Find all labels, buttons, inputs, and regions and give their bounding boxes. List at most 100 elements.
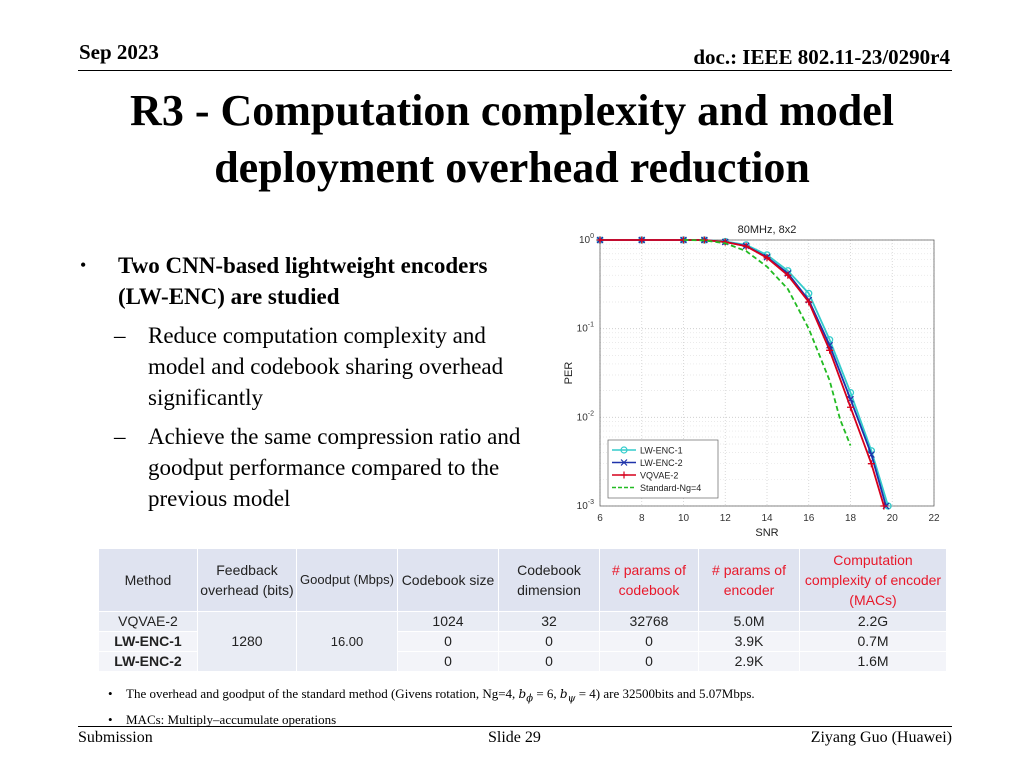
cell-codebook-size: 1024 xyxy=(397,611,499,632)
bullet-marker: • xyxy=(80,255,87,275)
per-chart: 6 8 10 12 14 16 18 20 22 10-3 10-2 10-1 100 80MHz, 8x… xyxy=(563,224,940,538)
x-axis-label: SNR xyxy=(755,527,778,538)
series-point xyxy=(721,238,729,246)
cell-macs: 0.7M xyxy=(799,631,947,652)
cell-codebook-size: 0 xyxy=(397,651,499,672)
comparison-table: Method Feedback overhead (bits) Goodput … xyxy=(98,548,947,672)
legend-label: Standard-Ng=4 xyxy=(640,483,701,493)
cell-codebook-size: 0 xyxy=(397,631,499,652)
cell-method: VQVAE-2 xyxy=(98,611,198,632)
header-divider xyxy=(78,70,952,71)
col-codebook-size: Codebook size xyxy=(397,548,499,612)
table-row: VQVAE-2 1280 16.00 1024 32 32768 5.0M 2.… xyxy=(98,611,947,672)
col-goodput: Goodput (Mbps) xyxy=(296,548,398,612)
legend-label: LW-ENC-1 xyxy=(640,446,683,456)
col-params-encoder: # params of encoder xyxy=(698,548,800,612)
series-point xyxy=(805,289,813,298)
bullet-sub-2-text: Achieve the same compression ratio and g… xyxy=(148,424,521,511)
footer-divider xyxy=(78,726,952,727)
cell-params-codebook: 0 xyxy=(599,651,699,672)
cell-method: LW-ENC-2 xyxy=(98,651,198,672)
x-tick-label: 8 xyxy=(639,513,645,524)
slide-title-line1: R3 - Computation complexity and model xyxy=(130,86,894,135)
cell-codebook-dimension: 32 xyxy=(498,611,600,632)
bullet-main: • Two CNN-based lightweight encoders (LW… xyxy=(72,250,542,312)
cell-params-encoder: 3.9K xyxy=(698,631,800,652)
series-point xyxy=(847,403,854,411)
bullet-sub-2: – Achieve the same compression ratio and… xyxy=(72,421,542,514)
footnote-1-end: = 4) xyxy=(575,686,601,701)
series-point xyxy=(763,254,771,262)
math-b-psi: bψ xyxy=(559,687,576,705)
x-tick-label: 16 xyxy=(803,513,815,524)
y-tick-label: 10-2 xyxy=(577,410,594,423)
table-header-row: Method Feedback overhead (bits) Goodput … xyxy=(98,548,947,612)
footnote-1-mid: = 6, xyxy=(533,686,560,701)
cell-params-codebook: 32768 xyxy=(599,611,699,632)
series-point xyxy=(742,242,750,250)
cell-macs: 1.6M xyxy=(799,651,947,672)
dash-marker: – xyxy=(114,323,126,348)
plot-border xyxy=(599,239,935,507)
series-line-3 xyxy=(683,239,852,446)
series-point xyxy=(826,346,834,354)
slide-title-line2: deployment overhead reduction xyxy=(214,143,810,192)
cell-feedback-overhead: 1280 xyxy=(197,611,297,672)
slide-title: R3 - Computation complexity and model de… xyxy=(60,82,964,196)
bullet-list: • Two CNN-based lightweight encoders (LW… xyxy=(72,250,542,514)
cell-codebook-dimension: 0 xyxy=(498,651,600,672)
chart-legend xyxy=(607,439,719,499)
bullet-main-text: Two CNN-based lightweight encoders (LW-E… xyxy=(118,253,488,309)
col-params-codebook: # params of codebook xyxy=(599,548,699,612)
dash-marker: – xyxy=(114,424,126,449)
col-feedback-overhead: Feedback overhead (bits) xyxy=(197,548,297,612)
col-computation-complexity: Computation complexity of encoder (MACs) xyxy=(799,548,947,612)
x-tick-label: 20 xyxy=(887,513,899,524)
table-row: LW-ENC-2 0 0 0 2.9K 1.6M xyxy=(98,651,947,672)
series-point xyxy=(596,236,604,244)
footnote-2-text: MACs: Multiply–accumulate operations xyxy=(126,712,337,728)
chart-title: 80MHz, 8x2 xyxy=(738,224,797,236)
bullet-marker: • xyxy=(108,686,113,701)
cell-params-encoder: 2.9K xyxy=(698,651,800,672)
col-method: Method xyxy=(98,548,198,612)
series-point xyxy=(805,298,813,306)
y-tick-label: 10-1 xyxy=(577,322,594,335)
header-doc-number: doc.: IEEE 802.11-23/0290r4 xyxy=(693,45,950,69)
y-tick-label: 10-3 xyxy=(577,499,594,512)
legend-marker xyxy=(620,446,628,454)
table-row: LW-ENC-1 0 0 0 3.9K 0.7M xyxy=(98,631,947,652)
cell-params-encoder: 5.0M xyxy=(698,611,800,632)
y-tick-label: 100 xyxy=(579,233,594,246)
cell-macs: 2.2G xyxy=(799,611,947,632)
cell-method: LW-ENC-1 xyxy=(98,631,198,652)
x-tick-label: 22 xyxy=(928,513,940,524)
x-tick-label: 14 xyxy=(761,513,773,524)
footer-submission: Submission xyxy=(78,729,153,746)
footer-author: Ziyang Guo (Huawei) xyxy=(810,729,952,746)
footnotes: • The overhead and goodput of the standa… xyxy=(108,683,755,730)
legend-label: VQVAE-2 xyxy=(640,471,678,481)
col-codebook-dimension: Codebook dimension xyxy=(498,548,600,612)
footnote-2: • MACs: Multiply–accumulate operations xyxy=(108,709,755,730)
footnote-1-prefix: The overhead and goodput of the standard… xyxy=(126,686,519,701)
series-point xyxy=(638,236,646,244)
x-tick-label: 10 xyxy=(678,513,690,524)
series-point xyxy=(880,502,888,510)
x-tick-label: 12 xyxy=(720,513,732,524)
header-date: Sep 2023 xyxy=(79,40,159,64)
legend-marker xyxy=(620,459,628,466)
footer-slide-number: Slide 29 xyxy=(488,729,541,746)
cell-goodput: 16.00 xyxy=(296,611,398,672)
series-point xyxy=(867,460,875,468)
bullet-marker: • xyxy=(108,712,113,728)
legend-label: LW-ENC-2 xyxy=(640,458,683,468)
x-tick-label: 18 xyxy=(845,513,857,524)
footnote-1: • The overhead and goodput of the standa… xyxy=(108,683,755,709)
legend-marker xyxy=(620,471,628,479)
bullet-sub-1: – Reduce computation complexity and mode… xyxy=(72,320,542,413)
series-point xyxy=(784,271,792,279)
x-tick-label: 6 xyxy=(597,513,603,524)
math-b-phi: bϕ xyxy=(518,687,534,705)
footnote-1-suffix: are 32500bits and 5.07Mbps. xyxy=(600,686,755,701)
